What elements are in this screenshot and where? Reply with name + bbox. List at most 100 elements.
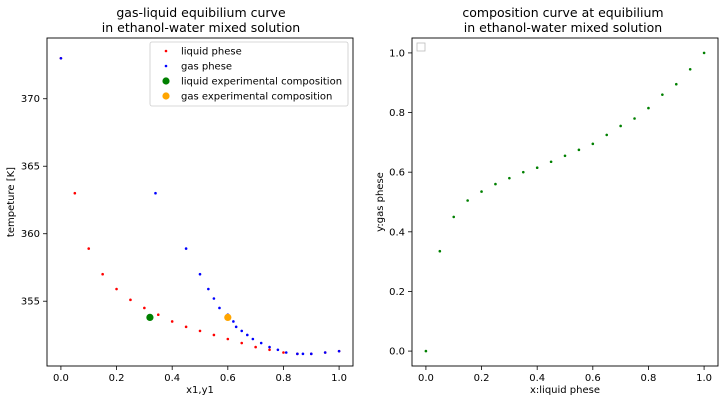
data-point <box>198 329 202 333</box>
data-point <box>226 337 230 341</box>
data-point <box>535 166 539 170</box>
liquid-gas-equilibrium-chart: gas-liquid equibilium curve in ethanol-w… <box>6 5 354 396</box>
chart-title-line-1: gas-liquid equibilium curve <box>116 5 286 20</box>
y-tick-label: 355 <box>21 297 40 308</box>
data-point <box>480 190 483 193</box>
data-point <box>184 247 188 250</box>
data-point <box>207 287 210 291</box>
chart-title-line-2: in ethanol-water mixed solution <box>102 20 300 35</box>
data-point <box>254 345 257 349</box>
y-tick-label: 0.8 <box>389 108 405 119</box>
x-tick-label: 0.6 <box>585 373 601 384</box>
data-point <box>282 351 285 354</box>
data-point <box>301 352 305 356</box>
data-point <box>688 68 692 71</box>
data-point <box>605 133 609 137</box>
legend-marker-gas-phese <box>164 64 168 68</box>
data-point <box>466 199 469 202</box>
data-point <box>170 320 174 323</box>
data-point <box>296 352 299 356</box>
data-point <box>87 247 91 250</box>
data-point <box>549 160 553 164</box>
y-tick-label: 0.2 <box>389 287 405 298</box>
plot-frame <box>411 37 719 367</box>
data-point <box>647 106 650 110</box>
y-tick-label: 0.0 <box>389 347 405 358</box>
legend-box <box>149 41 349 107</box>
data-point <box>591 142 595 146</box>
x-tick-label: 0.8 <box>276 373 292 384</box>
data-point <box>674 82 678 86</box>
data-point <box>101 272 104 276</box>
y-axis-label: tempeture [K] <box>6 167 17 237</box>
data-point <box>563 154 567 158</box>
x-tick-label: 0.0 <box>418 373 434 384</box>
chart-title-line-2: in ethanol-water mixed solution <box>464 20 662 35</box>
x-tick-label: 0.2 <box>109 373 125 384</box>
data-point <box>323 351 327 354</box>
y-tick-label: 1.0 <box>389 48 405 59</box>
data-point <box>234 325 238 329</box>
data-point <box>184 325 188 329</box>
legend-marker-gas-experimental <box>162 92 170 100</box>
data-point <box>424 349 428 353</box>
data-point <box>232 320 235 323</box>
legend-marker-liquid-experimental <box>162 77 170 85</box>
plot-frame <box>46 37 354 367</box>
x-tick-label: 1.0 <box>696 373 712 384</box>
x-tick-label: 0.4 <box>529 373 545 384</box>
x-axis-label: x1,y1 <box>186 385 214 396</box>
x-tick-label: 0.0 <box>53 373 69 384</box>
data-point <box>146 313 154 322</box>
data-point <box>154 191 157 195</box>
data-point <box>268 348 271 352</box>
data-point <box>59 56 63 60</box>
x-axis-label: x:liquid phese <box>530 385 600 396</box>
data-point <box>619 124 622 128</box>
x-tick-label: 1.0 <box>331 373 347 384</box>
y-axis-label: y:gas phese <box>375 172 386 232</box>
data-point <box>633 117 636 120</box>
x-tick-label: 0.4 <box>164 373 180 384</box>
data-point <box>494 182 497 186</box>
legend-label-gas-experimental: gas experimental composition <box>181 92 332 103</box>
data-point <box>521 170 525 174</box>
y-tick-label: 0.6 <box>389 168 405 179</box>
y-tick-label: 365 <box>21 162 40 173</box>
data-point <box>251 337 255 341</box>
x-tick-label: 0.8 <box>641 373 657 384</box>
data-point <box>438 249 442 253</box>
composition-equilibrium-chart: composition curve at equibilium in ethan… <box>375 5 719 396</box>
data-point <box>245 333 249 337</box>
data-point <box>73 191 77 195</box>
data-point <box>309 352 313 356</box>
data-point <box>224 313 232 322</box>
x-tick-label: 0.6 <box>220 373 236 384</box>
legend: liquid phese gas phese liquid experiment… <box>149 41 349 107</box>
legend-marker-liquid-phese <box>164 49 168 53</box>
data-point <box>577 148 581 152</box>
x-tick-label: 0.2 <box>474 373 490 384</box>
data-point <box>129 298 132 302</box>
data-point <box>240 329 244 333</box>
legend-label-gas-phese: gas phese <box>181 62 232 73</box>
data-point <box>240 341 244 345</box>
chart-title-line-1: composition curve at equibilium <box>462 5 663 20</box>
data-point <box>452 215 456 219</box>
y-tick-label: 360 <box>21 229 40 240</box>
legend-label-liquid-phese: liquid phese <box>181 47 242 58</box>
data-point <box>276 348 280 352</box>
data-point <box>198 272 202 276</box>
data-point <box>143 306 146 310</box>
data-point <box>156 313 160 317</box>
data-point <box>337 349 341 353</box>
data-point <box>268 345 271 349</box>
legend-box-empty <box>416 42 426 52</box>
data-point <box>218 306 221 310</box>
data-point <box>508 176 511 180</box>
data-point <box>212 333 216 337</box>
data-point <box>702 51 706 55</box>
data-point <box>115 287 118 291</box>
y-tick-label: 0.4 <box>389 227 405 238</box>
